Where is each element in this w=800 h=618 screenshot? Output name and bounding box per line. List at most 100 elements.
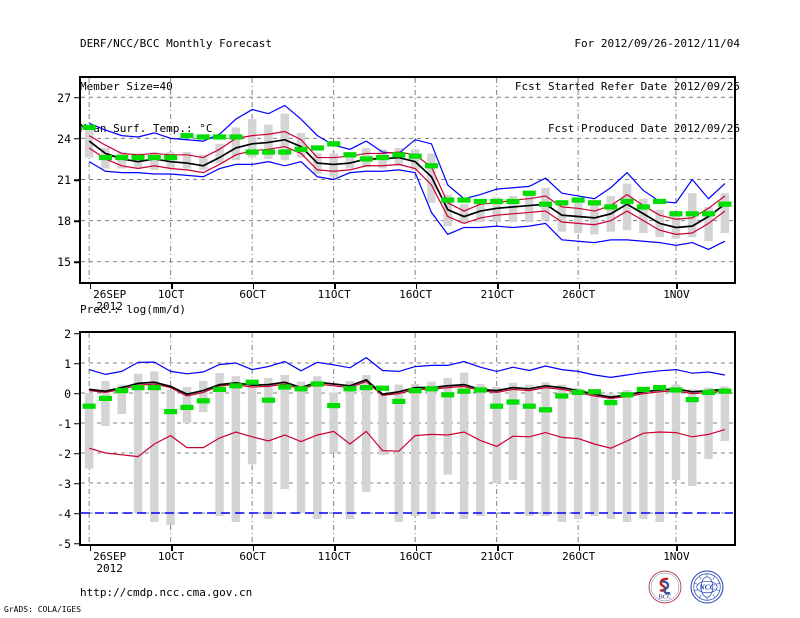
spread-bar	[345, 381, 355, 519]
y-axis-tick	[74, 179, 79, 181]
climatology-marker	[620, 392, 634, 398]
series-q75	[89, 380, 725, 400]
spread-bar	[541, 382, 550, 516]
spread-bar	[492, 197, 501, 223]
climatology-marker	[653, 198, 667, 205]
spread-bar	[199, 154, 208, 170]
y-axis-tick	[74, 261, 79, 264]
climatology-marker	[82, 124, 96, 130]
x-axis-tick	[497, 546, 499, 551]
spread-bar	[622, 183, 632, 231]
climatology-marker	[229, 134, 243, 140]
climatology-marker	[327, 141, 341, 147]
climatology-marker	[278, 384, 292, 390]
x-axis-year-label: 2012	[96, 562, 123, 575]
x-axis-tick-label: 21OCT	[480, 550, 514, 563]
series-mean	[89, 378, 725, 399]
climatology-marker	[82, 403, 96, 409]
series-min	[88, 429, 726, 458]
spread-bar	[182, 152, 192, 169]
page-title: DERF/NCC/BCC Monthly Forecast	[80, 37, 273, 50]
x-axis-tick-label: 26SEP	[93, 550, 127, 563]
spread-bar	[573, 388, 583, 519]
climatology-marker	[327, 403, 341, 409]
climatology-marker	[555, 393, 569, 399]
series-mean	[88, 138, 726, 229]
spread-bar	[264, 378, 273, 519]
climatology-marker	[441, 392, 455, 398]
spread-bar	[590, 204, 599, 235]
climatology-marker	[473, 387, 487, 393]
climatology-marker	[115, 154, 129, 161]
y-axis-tick	[74, 482, 79, 485]
climatology-marker	[669, 387, 683, 393]
spread-bar	[378, 393, 387, 455]
climatology-marker	[587, 200, 601, 206]
y-axis-tick	[74, 138, 79, 140]
grads-credit: GrADS: COLA/IGES	[4, 605, 82, 614]
spread-bar	[427, 381, 436, 519]
climatology-marker	[636, 204, 650, 210]
climatology-marker	[604, 204, 618, 210]
source-url[interactable]: http://cmdp.ncc.cma.gov.cn	[80, 586, 253, 599]
plot-area-temperature[interactable]	[79, 76, 736, 284]
y-axis-tick	[74, 422, 79, 425]
climatology-marker	[164, 154, 178, 161]
climatology-marker	[522, 190, 536, 196]
spread-bar	[508, 195, 518, 223]
x-axis-tick	[415, 284, 418, 289]
climatology-marker	[392, 398, 406, 404]
spread-bar	[84, 393, 94, 469]
climatology-marker	[98, 395, 112, 401]
x-axis-tick	[578, 546, 581, 551]
spread-bar	[247, 387, 257, 465]
climatology-marker	[213, 386, 227, 392]
climatology-marker	[261, 397, 275, 403]
spread-bar	[573, 202, 583, 233]
climatology-marker	[310, 381, 324, 387]
climatology-marker	[424, 163, 438, 169]
y-axis-tick	[74, 332, 79, 335]
x-axis-tick	[676, 546, 678, 551]
spread-bar	[247, 119, 257, 158]
spread-bar	[231, 376, 241, 522]
climatology-marker	[685, 211, 699, 217]
x-axis-tick-label: 6OCT	[239, 550, 266, 563]
climatology-marker	[506, 198, 520, 205]
climatology-marker	[376, 385, 390, 391]
spread-bar	[459, 372, 469, 519]
x-axis-tick	[334, 284, 336, 289]
series-min	[88, 161, 726, 251]
x-axis-tick	[676, 284, 678, 289]
climatology-marker	[376, 154, 390, 161]
y-axis-tick	[74, 96, 79, 99]
x-axis-year-label: 2012	[96, 300, 123, 313]
climatology-marker	[539, 407, 553, 413]
x-axis-tick-label: 11OCT	[317, 550, 351, 563]
plot-area-precipitation[interactable]	[79, 331, 736, 546]
climatology-marker	[506, 399, 520, 405]
climatology-marker	[571, 197, 585, 203]
climatology-marker	[147, 154, 161, 161]
x-axis-tick	[252, 284, 255, 289]
x-axis-tick-label: 21OCT	[480, 288, 514, 301]
spread-bar	[117, 384, 126, 414]
spread-bar	[671, 211, 681, 239]
climatology-marker	[196, 134, 210, 140]
climatology-marker	[261, 149, 275, 155]
spread-bar	[508, 382, 518, 480]
climatology-marker	[180, 133, 194, 139]
spread-bar	[688, 389, 697, 486]
x-axis-tick	[252, 546, 255, 551]
climatology-marker	[147, 385, 161, 391]
climatology-marker	[685, 397, 699, 403]
climatology-marker	[587, 389, 601, 395]
climatology-marker	[408, 388, 422, 394]
climatology-marker	[653, 385, 667, 391]
spread-bar	[362, 375, 371, 492]
climatology-marker	[490, 403, 504, 409]
y-axis-tick-label: -4	[57, 506, 71, 521]
x-axis-tick-label: 1NOV	[663, 288, 690, 301]
y-axis-tick-label: 0	[64, 386, 71, 401]
climatology-marker	[131, 385, 145, 391]
